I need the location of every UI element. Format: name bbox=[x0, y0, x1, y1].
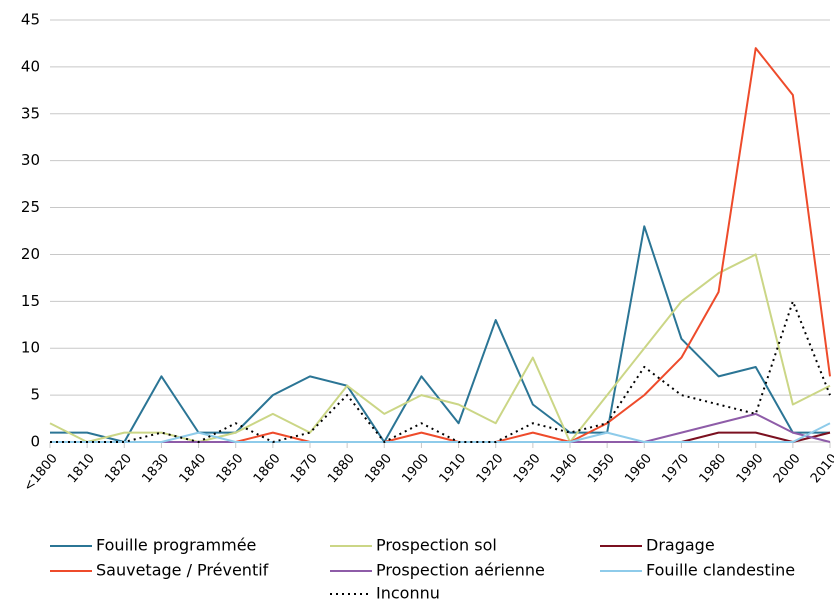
legend-label: Fouille clandestine bbox=[646, 561, 795, 580]
x-tick-label: 1820 bbox=[102, 451, 135, 486]
legend-label: Inconnu bbox=[376, 584, 440, 603]
legend-label: Sauvetage / Préventif bbox=[96, 561, 269, 580]
x-tick-label: 1870 bbox=[288, 451, 321, 486]
series-line bbox=[50, 225, 830, 443]
y-tick-label: 45 bbox=[21, 11, 40, 29]
x-tick-label: 2000 bbox=[771, 451, 804, 486]
x-tick-label: 2010 bbox=[808, 451, 834, 486]
y-tick-label: 15 bbox=[21, 292, 40, 310]
legend-label: Prospection aérienne bbox=[376, 561, 545, 580]
legend-label: Fouille programmée bbox=[96, 536, 256, 555]
x-tick-label: 1860 bbox=[251, 451, 284, 486]
x-tick-label: 1950 bbox=[585, 451, 618, 486]
y-tick-label: 20 bbox=[21, 245, 40, 263]
x-tick-label: <1800 bbox=[21, 451, 61, 494]
y-tick-label: 0 bbox=[30, 433, 40, 451]
x-tick-label: 1980 bbox=[697, 451, 730, 486]
x-tick-label: 1810 bbox=[65, 451, 98, 486]
x-tick-label: 1890 bbox=[362, 451, 395, 486]
x-tick-label: 1900 bbox=[399, 451, 432, 486]
x-tick-label: 1880 bbox=[325, 451, 358, 486]
y-tick-label: 5 bbox=[30, 386, 40, 404]
series-line bbox=[198, 47, 831, 443]
y-tick-label: 35 bbox=[21, 104, 40, 122]
legend-label: Dragage bbox=[646, 536, 715, 555]
y-tick-label: 40 bbox=[21, 57, 40, 75]
y-tick-label: 25 bbox=[21, 198, 40, 216]
legend-label: Prospection sol bbox=[376, 536, 497, 555]
x-tick-label: 1920 bbox=[474, 451, 507, 486]
x-tick-label: 1970 bbox=[659, 451, 692, 486]
x-tick-label: 1940 bbox=[548, 451, 581, 486]
series-line bbox=[50, 422, 831, 443]
series-line bbox=[50, 300, 831, 443]
x-tick-label: 1850 bbox=[214, 451, 247, 486]
x-tick-label: 1910 bbox=[437, 451, 470, 486]
y-tick-label: 30 bbox=[21, 151, 40, 169]
x-tick-label: 1930 bbox=[511, 451, 544, 486]
x-tick-label: 1840 bbox=[177, 451, 210, 486]
x-tick-label: 1960 bbox=[622, 451, 655, 486]
x-tick-label: 1990 bbox=[734, 451, 767, 486]
x-tick-label: 1830 bbox=[139, 451, 172, 486]
y-tick-label: 10 bbox=[21, 339, 40, 357]
